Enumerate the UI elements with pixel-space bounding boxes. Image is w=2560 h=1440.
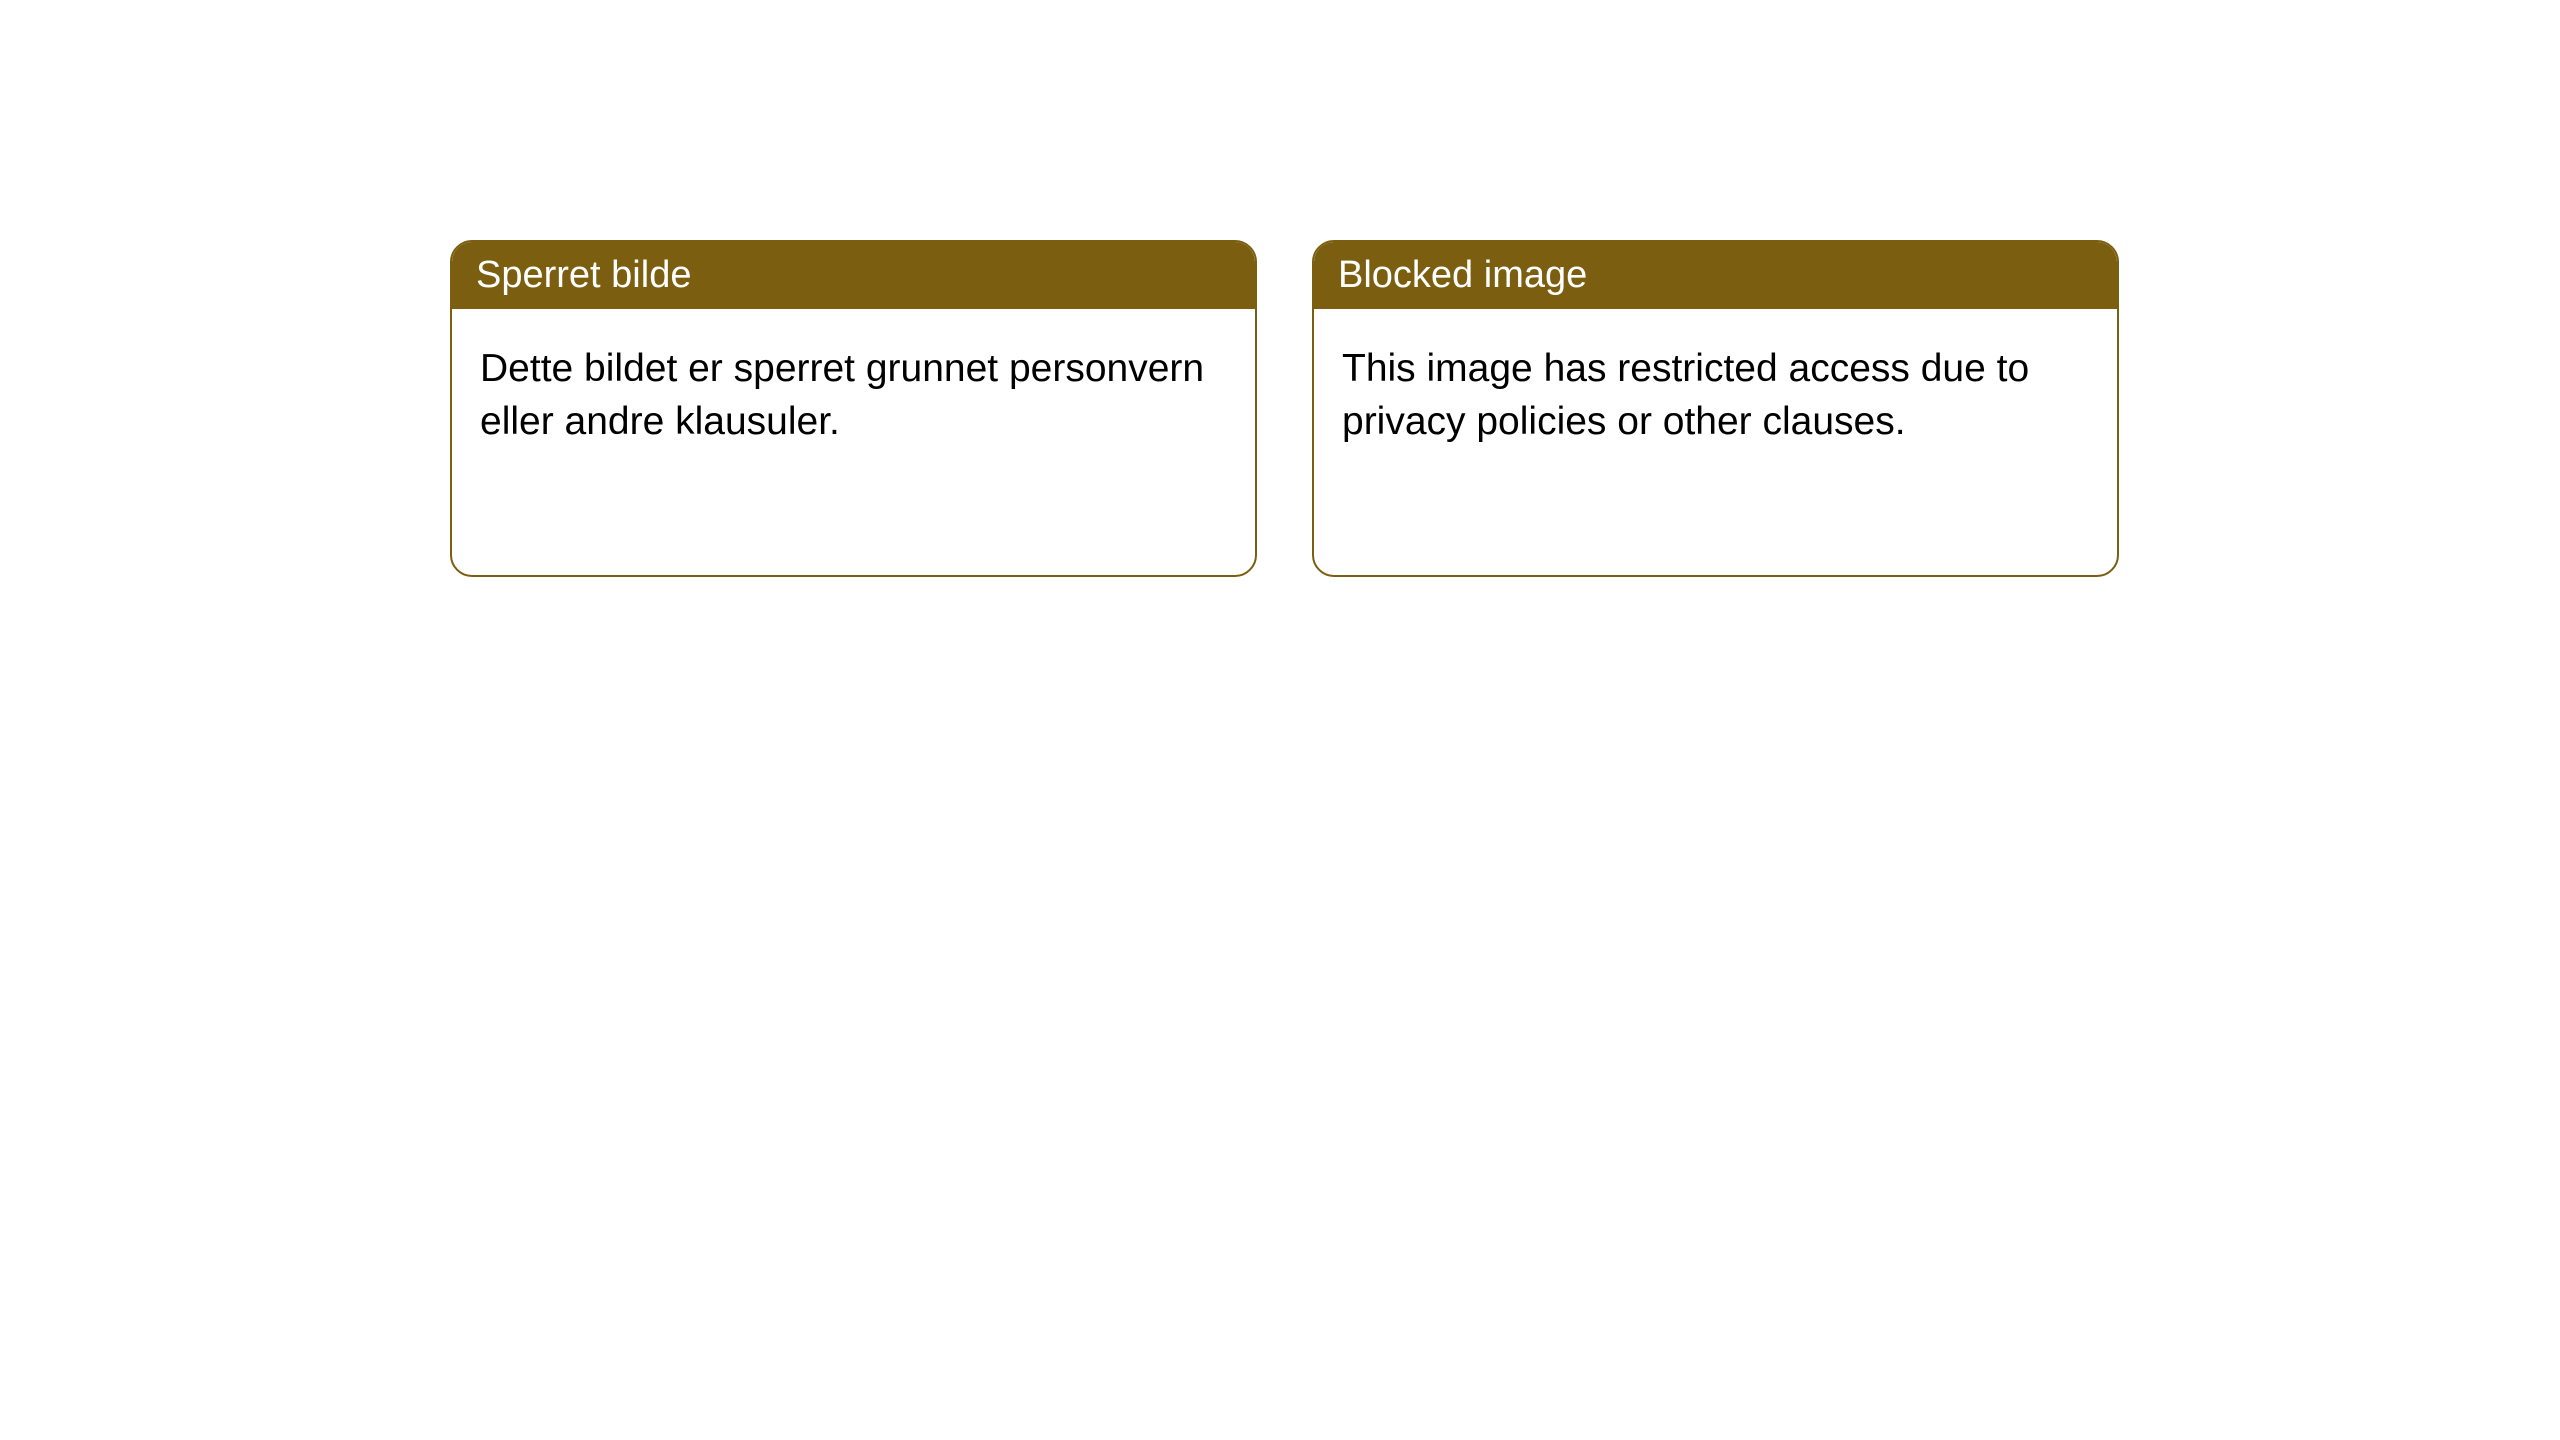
notice-card-english: Blocked image This image has restricted … — [1312, 240, 2119, 577]
notice-container: Sperret bilde Dette bildet er sperret gr… — [0, 0, 2560, 577]
notice-header: Sperret bilde — [452, 242, 1255, 309]
notice-card-norwegian: Sperret bilde Dette bildet er sperret gr… — [450, 240, 1257, 577]
notice-body: Dette bildet er sperret grunnet personve… — [452, 309, 1255, 482]
notice-header: Blocked image — [1314, 242, 2117, 309]
notice-body: This image has restricted access due to … — [1314, 309, 2117, 482]
